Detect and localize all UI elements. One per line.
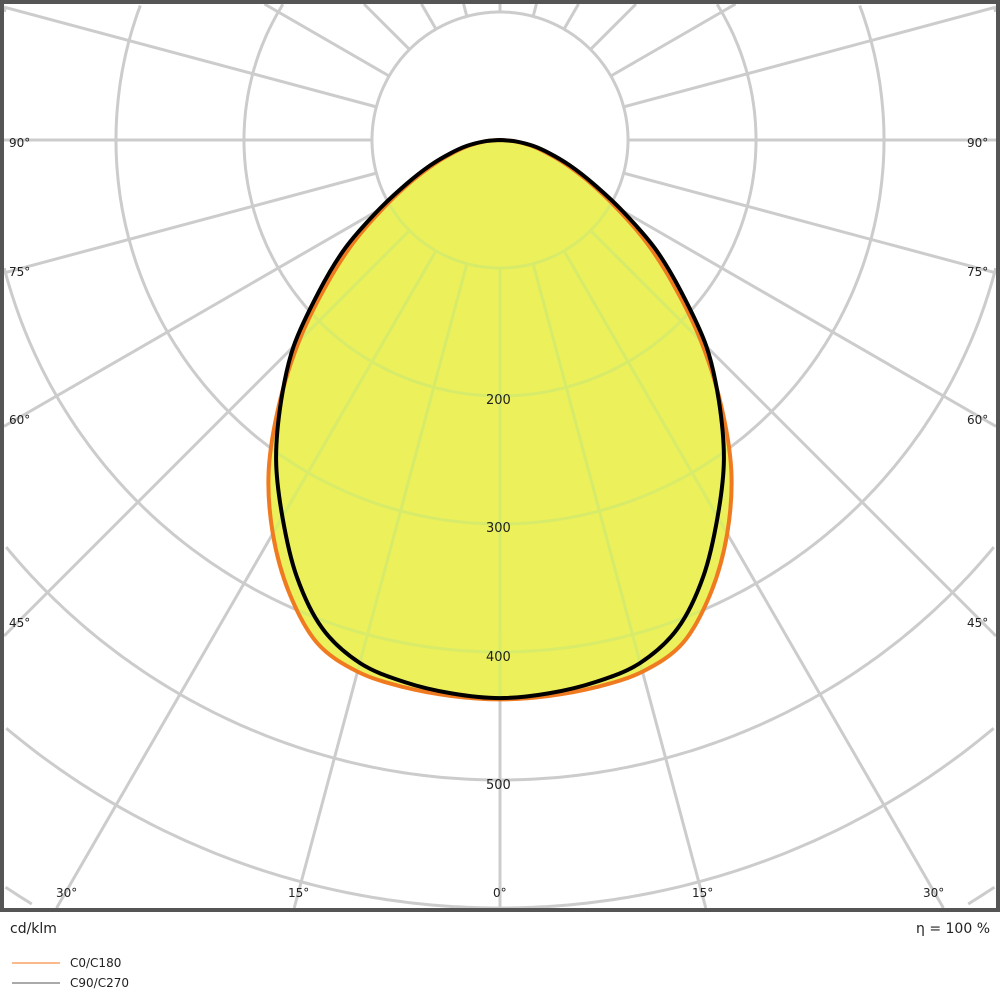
- angle-label-right-75: 75°: [967, 265, 989, 279]
- radial-label-200: 200: [486, 393, 511, 408]
- grid-spoke: [462, 4, 469, 17]
- radial-label-400: 400: [486, 650, 511, 665]
- angle-label-left-75: 75°: [9, 265, 31, 279]
- grid-spoke: [268, 229, 411, 638]
- radial-label-300: 300: [486, 521, 511, 536]
- angle-label-left-15: 15°: [288, 886, 310, 900]
- legend-swatch-c90-c270: [12, 982, 60, 984]
- grid-spoke: [263, 4, 390, 78]
- angle-label-left-60: 60°: [9, 413, 31, 427]
- grid-spoke: [4, 171, 377, 275]
- grid-spoke: [268, 250, 438, 700]
- angle-label-right-30: 30°: [923, 886, 945, 900]
- grid-spoke: [531, 4, 538, 17]
- angle-label-left-90: 90°: [9, 136, 31, 150]
- grid-spoke: [610, 202, 996, 428]
- grid-ring-600: [5, 727, 995, 908]
- grid-spoke: [623, 5, 996, 109]
- plot-frame: [0, 0, 1000, 912]
- grid-spoke: [292, 263, 469, 700]
- grid-spoke: [4, 202, 390, 428]
- grid-spoke: [610, 4, 737, 78]
- grid-spoke: [623, 171, 996, 275]
- grid-ring-400: [4, 7, 996, 654]
- angle-label-left-30: 30°: [56, 886, 78, 900]
- unit-label: cd/klm: [10, 921, 57, 937]
- angle-label-right-90: 90°: [967, 136, 989, 150]
- angle-label-right-60: 60°: [967, 413, 989, 427]
- grid-ring-700: [4, 885, 996, 906]
- grid-spoke: [4, 5, 377, 109]
- grid-ring-300: [268, 140, 732, 526]
- grid-spoke: [589, 229, 732, 638]
- grid-ring-500: [5, 546, 995, 782]
- angle-label-0: 0°: [493, 886, 507, 900]
- legend-swatch-c0-c180: [12, 962, 60, 964]
- grid-spoke: [362, 4, 411, 51]
- grid-spoke: [562, 250, 732, 700]
- legend-label-c90-c270: C90/C270: [70, 976, 129, 990]
- curve-c90-c270: [274, 138, 726, 701]
- efficiency-label: η = 100 %: [916, 921, 990, 937]
- legend-label-c0-c180: C0/C180: [70, 956, 122, 970]
- fill-c90-c270: [276, 140, 724, 699]
- angle-label-right-45: 45°: [967, 616, 989, 630]
- grid-spoke: [562, 4, 580, 30]
- radial-label-500: 500: [486, 778, 511, 793]
- angle-label-right-15: 15°: [692, 886, 714, 900]
- grid-spoke: [531, 263, 708, 700]
- angle-label-left-45: 45°: [9, 616, 31, 630]
- grid-spoke: [420, 4, 438, 30]
- grid-spoke: [589, 4, 638, 51]
